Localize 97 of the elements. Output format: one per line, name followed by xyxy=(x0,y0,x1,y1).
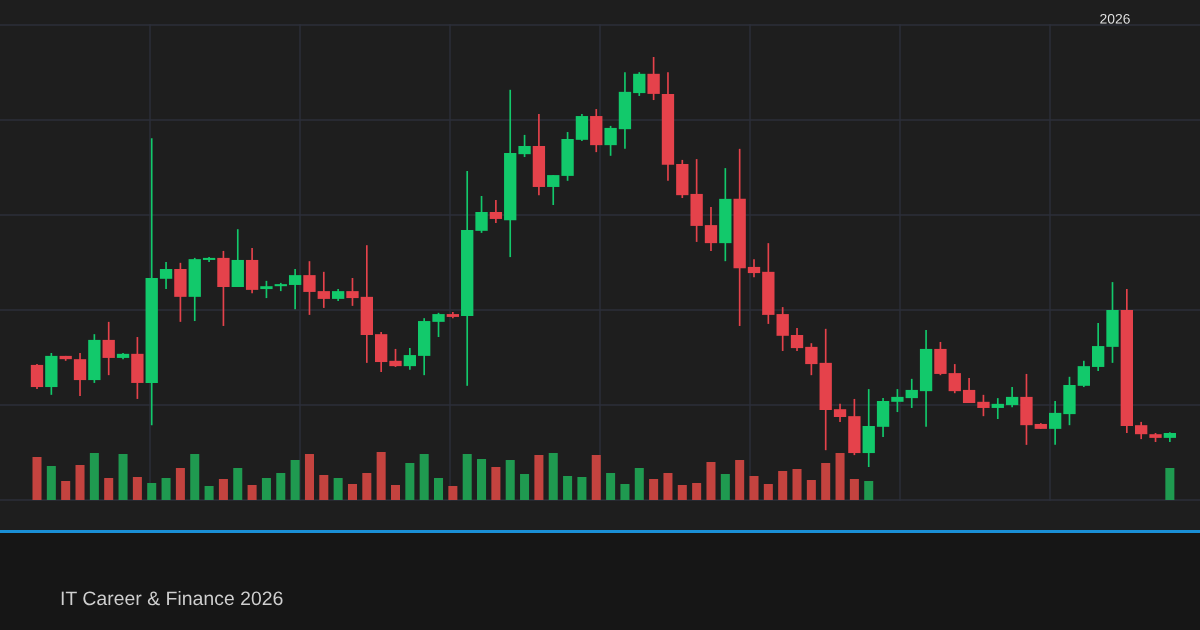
candlestick xyxy=(833,403,847,423)
candlestick xyxy=(1077,359,1090,388)
bar xyxy=(161,478,171,500)
candlestick xyxy=(518,134,531,158)
bar xyxy=(706,461,716,500)
bar xyxy=(462,454,472,500)
bar xyxy=(677,484,687,500)
bar xyxy=(390,484,401,500)
candlestick xyxy=(73,352,87,397)
bar xyxy=(849,478,859,500)
candlestick xyxy=(633,71,646,97)
bar xyxy=(319,474,329,500)
candlestick xyxy=(1005,386,1019,408)
candlestick xyxy=(790,327,804,352)
candlestick xyxy=(1091,322,1105,372)
bar xyxy=(32,456,42,500)
bar xyxy=(132,477,142,500)
bar xyxy=(749,476,759,500)
bar xyxy=(190,454,200,500)
bar xyxy=(620,484,630,500)
bar xyxy=(563,476,573,500)
bar xyxy=(448,485,458,500)
bar xyxy=(218,478,228,500)
text: IT Career & Finance 2026 xyxy=(61,590,283,606)
bar xyxy=(1165,467,1175,500)
bar xyxy=(821,462,831,500)
candlestick xyxy=(805,342,818,376)
bar xyxy=(577,477,587,500)
bar xyxy=(347,484,357,500)
text: 2026 xyxy=(1100,13,1130,24)
bar xyxy=(663,472,673,500)
bar xyxy=(147,483,157,500)
bar xyxy=(778,471,788,500)
bar xyxy=(247,484,257,500)
candlestick xyxy=(389,348,402,368)
candlestick xyxy=(704,206,718,252)
bar xyxy=(304,454,314,500)
bar xyxy=(534,454,544,500)
bar xyxy=(692,483,702,500)
bar xyxy=(362,472,372,500)
bar xyxy=(61,480,71,500)
bar xyxy=(233,467,243,500)
bar xyxy=(477,459,487,500)
candlestick xyxy=(317,271,330,309)
candlestick xyxy=(991,397,1004,420)
candlestick xyxy=(489,199,503,224)
bar xyxy=(75,465,85,500)
candlestick xyxy=(432,312,445,338)
candlestick xyxy=(403,347,417,371)
bar xyxy=(333,478,343,500)
bar xyxy=(46,466,56,500)
candlestick xyxy=(647,56,660,101)
bar xyxy=(634,467,644,500)
bar xyxy=(763,484,773,500)
bar xyxy=(290,460,300,500)
candlestick xyxy=(962,377,976,404)
candlestick xyxy=(159,261,173,290)
bar xyxy=(104,478,114,500)
bar xyxy=(806,479,816,500)
bar xyxy=(491,466,501,500)
candlestick xyxy=(303,260,316,316)
bar xyxy=(606,472,616,500)
bar xyxy=(735,460,745,500)
bar xyxy=(520,473,530,500)
candlestick xyxy=(905,378,918,409)
bar xyxy=(649,478,659,500)
candlestick xyxy=(288,268,302,310)
bar xyxy=(376,452,386,500)
bar xyxy=(276,472,286,500)
bar xyxy=(792,468,802,500)
candlestick xyxy=(547,174,560,206)
candlestick xyxy=(346,277,359,307)
bar xyxy=(419,454,429,500)
candlestick xyxy=(948,363,961,395)
bar xyxy=(89,453,99,500)
candlestick xyxy=(604,125,617,157)
candlestick xyxy=(977,394,990,417)
candlestick xyxy=(102,321,115,376)
candlestick xyxy=(575,113,589,142)
bar xyxy=(505,460,515,500)
bar xyxy=(175,467,185,500)
bar xyxy=(261,478,271,500)
bar xyxy=(835,453,845,500)
bar xyxy=(548,453,558,500)
candlestick xyxy=(30,363,44,390)
candlestick xyxy=(475,195,488,234)
candlestick xyxy=(776,306,789,352)
bar xyxy=(864,480,874,500)
bar xyxy=(405,462,415,500)
bar xyxy=(720,473,730,500)
candlestick xyxy=(747,258,761,279)
candlestick xyxy=(1048,400,1062,446)
bar xyxy=(591,454,601,500)
bar xyxy=(434,478,444,500)
bar xyxy=(118,454,128,500)
bar xyxy=(204,485,214,500)
candlestick xyxy=(891,388,904,413)
